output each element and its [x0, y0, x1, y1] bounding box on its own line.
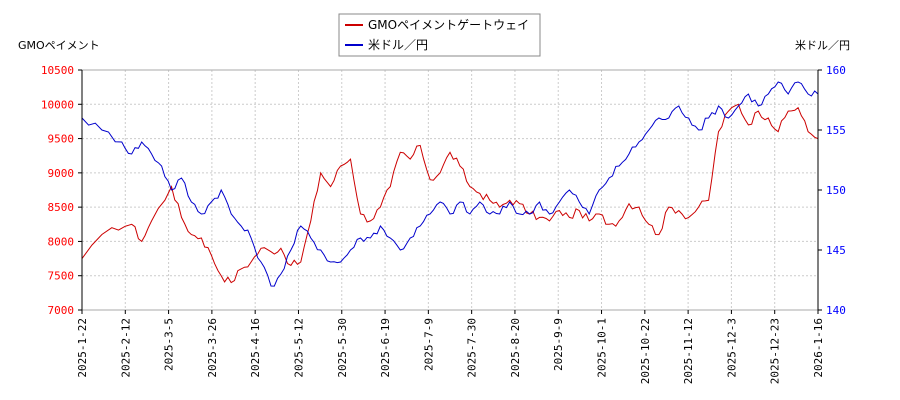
x-tick-label: 2025-12-23	[769, 318, 782, 384]
left-tick-label: 7500	[48, 270, 75, 283]
x-tick-label: 2025-12-3	[725, 318, 738, 378]
right-tick-label: 150	[826, 184, 846, 197]
right-tick-label: 145	[826, 244, 846, 257]
x-tick-label: 2025-7-30	[466, 318, 479, 378]
legend-label-gmo: GMOペイメントゲートウェイ	[368, 18, 529, 32]
left-tick-label: 10000	[41, 98, 74, 111]
left-tick-label: 8000	[48, 235, 75, 248]
legend-box	[338, 13, 541, 57]
x-tick-label: 2025-5-30	[336, 318, 349, 378]
right-axis-title: 米ドル／円	[795, 39, 850, 52]
x-tick-label: 2025-3-26	[206, 318, 219, 378]
x-tick-label: 2025-3-5	[163, 318, 176, 371]
x-tick-label: 2025-6-19	[379, 318, 392, 378]
grid-layer	[81, 69, 819, 311]
left-tick-label: 9000	[48, 167, 75, 180]
right-tick-label: 155	[826, 124, 846, 137]
legend: GMOペイメントゲートウェイ 米ドル／円	[338, 13, 541, 57]
x-tick-label: 2025-2-12	[119, 318, 132, 378]
series-layer	[81, 81, 819, 287]
left-axis-title: GMOペイメント	[18, 39, 100, 52]
x-tick-label: 2025-10-22	[639, 318, 652, 384]
x-tick-label: 2026-1-16	[812, 318, 825, 378]
left-tick-label: 8500	[48, 201, 75, 214]
right-tick-label: 140	[826, 304, 846, 317]
x-tick-label: 2025-1-22	[76, 318, 89, 378]
series-line-usdjpy	[81, 81, 819, 287]
x-tick-label: 2025-4-16	[249, 318, 262, 378]
series-line-gmo	[81, 103, 819, 284]
left-tick-label: 10500	[41, 64, 74, 77]
left-tick-label: 9500	[48, 133, 75, 146]
x-tick-label: 2025-7-9	[422, 318, 435, 371]
x-tick-label: 2025-8-20	[509, 318, 522, 378]
right-tick-label: 160	[826, 64, 846, 77]
x-tick-label: 2025-9-9	[552, 318, 565, 371]
x-tick-label: 2025-11-12	[682, 318, 695, 384]
plot-frame	[81, 69, 819, 311]
legend-label-usdjpy: 米ドル／円	[368, 38, 428, 52]
axis-layer: 7000 7500 8000 8500 9000 9500 10000 10500 140 145…	[41, 64, 846, 384]
x-tick-label: 2025-10-1	[596, 318, 609, 378]
left-tick-label: 7000	[48, 304, 75, 317]
x-tick-label: 2025-5-12	[292, 318, 305, 378]
